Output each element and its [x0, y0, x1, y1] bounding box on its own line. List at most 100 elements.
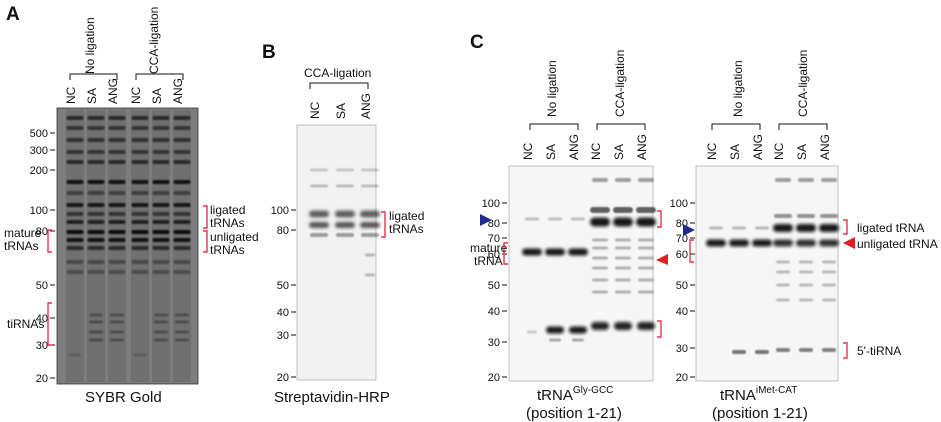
band: [87, 180, 105, 184]
band: [152, 246, 170, 250]
band: [110, 330, 124, 334]
band: [799, 260, 813, 264]
panel-a-group-labels: No ligation CCA-ligation: [69, 7, 184, 80]
band: [173, 116, 191, 120]
panel-a-bracket-ligated: [203, 205, 208, 229]
band: [152, 212, 170, 216]
marker-label: 30: [488, 337, 500, 349]
band: [638, 266, 654, 270]
band: [108, 180, 126, 184]
band: [152, 230, 170, 234]
band: [173, 180, 191, 184]
band: [66, 116, 84, 120]
marker-label: 100: [482, 198, 500, 210]
band: [335, 222, 355, 228]
panel-b-blot: [296, 124, 380, 381]
band: [87, 203, 105, 207]
band: [755, 350, 769, 354]
band: [87, 212, 105, 216]
band: [131, 238, 149, 242]
band: [66, 270, 84, 274]
band: [729, 239, 749, 247]
band: [108, 270, 126, 274]
marker-label: 40: [676, 306, 688, 318]
panel-c-left-marker-labels: 100 80 70 60 50 40 30 20: [482, 198, 507, 384]
band: [69, 353, 81, 357]
marker-label: 30: [36, 340, 48, 352]
band: [592, 178, 608, 182]
band: [636, 207, 656, 213]
marker-label: 40: [488, 306, 500, 318]
band: [638, 246, 654, 250]
band: [131, 180, 149, 184]
band: [152, 126, 170, 130]
lane-label: SA: [544, 144, 558, 160]
band: [527, 330, 537, 334]
band: [131, 191, 149, 195]
band: [525, 217, 539, 221]
band: [360, 210, 380, 218]
band: [309, 222, 329, 228]
band: [776, 260, 790, 264]
panel-c-right-caption-position: (position 1-21): [712, 405, 808, 422]
lane-label: ANG: [818, 134, 832, 160]
band: [549, 338, 561, 342]
panel-c-left-caption-position: (position 1-21): [526, 405, 622, 422]
band: [66, 230, 84, 234]
panel-b-marker-labels: 100 80 50 40 30 20: [271, 205, 296, 384]
band: [638, 256, 654, 260]
panel-a-lane-labels: NC SA ANG NC SA ANG: [64, 78, 185, 104]
panel-a-bracket-tirnas: [47, 302, 52, 346]
band: [154, 330, 168, 334]
panel-c-right-label-ligated: ligated tRNA: [857, 221, 924, 235]
band: [615, 178, 631, 182]
marker-label: 60: [676, 249, 688, 261]
panel-b-group-bracket: [309, 82, 369, 89]
band: [154, 338, 168, 342]
marker-label: 30: [676, 343, 688, 355]
marker-label: 50: [676, 280, 688, 292]
band: [709, 226, 723, 230]
marker-label: 500: [30, 128, 48, 140]
band: [568, 248, 588, 256]
band: [592, 246, 608, 250]
band: [796, 239, 816, 247]
panel-c-left-bracket-mature: [503, 242, 508, 265]
band: [108, 230, 126, 234]
band: [89, 313, 103, 317]
marker-label: 100: [30, 205, 48, 217]
band: [819, 224, 839, 232]
band: [66, 260, 84, 264]
band: [108, 160, 126, 164]
band: [822, 348, 836, 352]
band: [773, 239, 793, 247]
band: [152, 116, 170, 120]
lane-label: ANG: [751, 134, 765, 160]
band: [615, 256, 631, 260]
panel-c-left-group-bracket-1: [529, 123, 579, 130]
marker-label: 100: [670, 198, 688, 210]
band: [776, 298, 790, 302]
panel-b-caption: Streptavidin-HRP: [274, 389, 390, 406]
band: [108, 260, 126, 264]
marker-label: 70: [488, 233, 500, 245]
lane-label: NC: [129, 86, 143, 104]
band: [131, 270, 149, 274]
band: [87, 138, 105, 142]
band: [87, 116, 105, 120]
band: [87, 260, 105, 264]
band: [615, 266, 631, 270]
band: [66, 126, 84, 130]
band: [108, 116, 126, 120]
marker-label: 80: [36, 226, 48, 238]
band: [752, 239, 772, 247]
band: [336, 168, 354, 172]
band: [173, 212, 191, 216]
panel-c: C No ligation CCA-ligation NC SA ANG NC SA AN…: [470, 32, 938, 422]
band: [776, 283, 790, 287]
band: [638, 278, 654, 282]
band: [361, 184, 379, 188]
panel-c-letter: C: [470, 32, 484, 53]
band: [131, 160, 149, 164]
